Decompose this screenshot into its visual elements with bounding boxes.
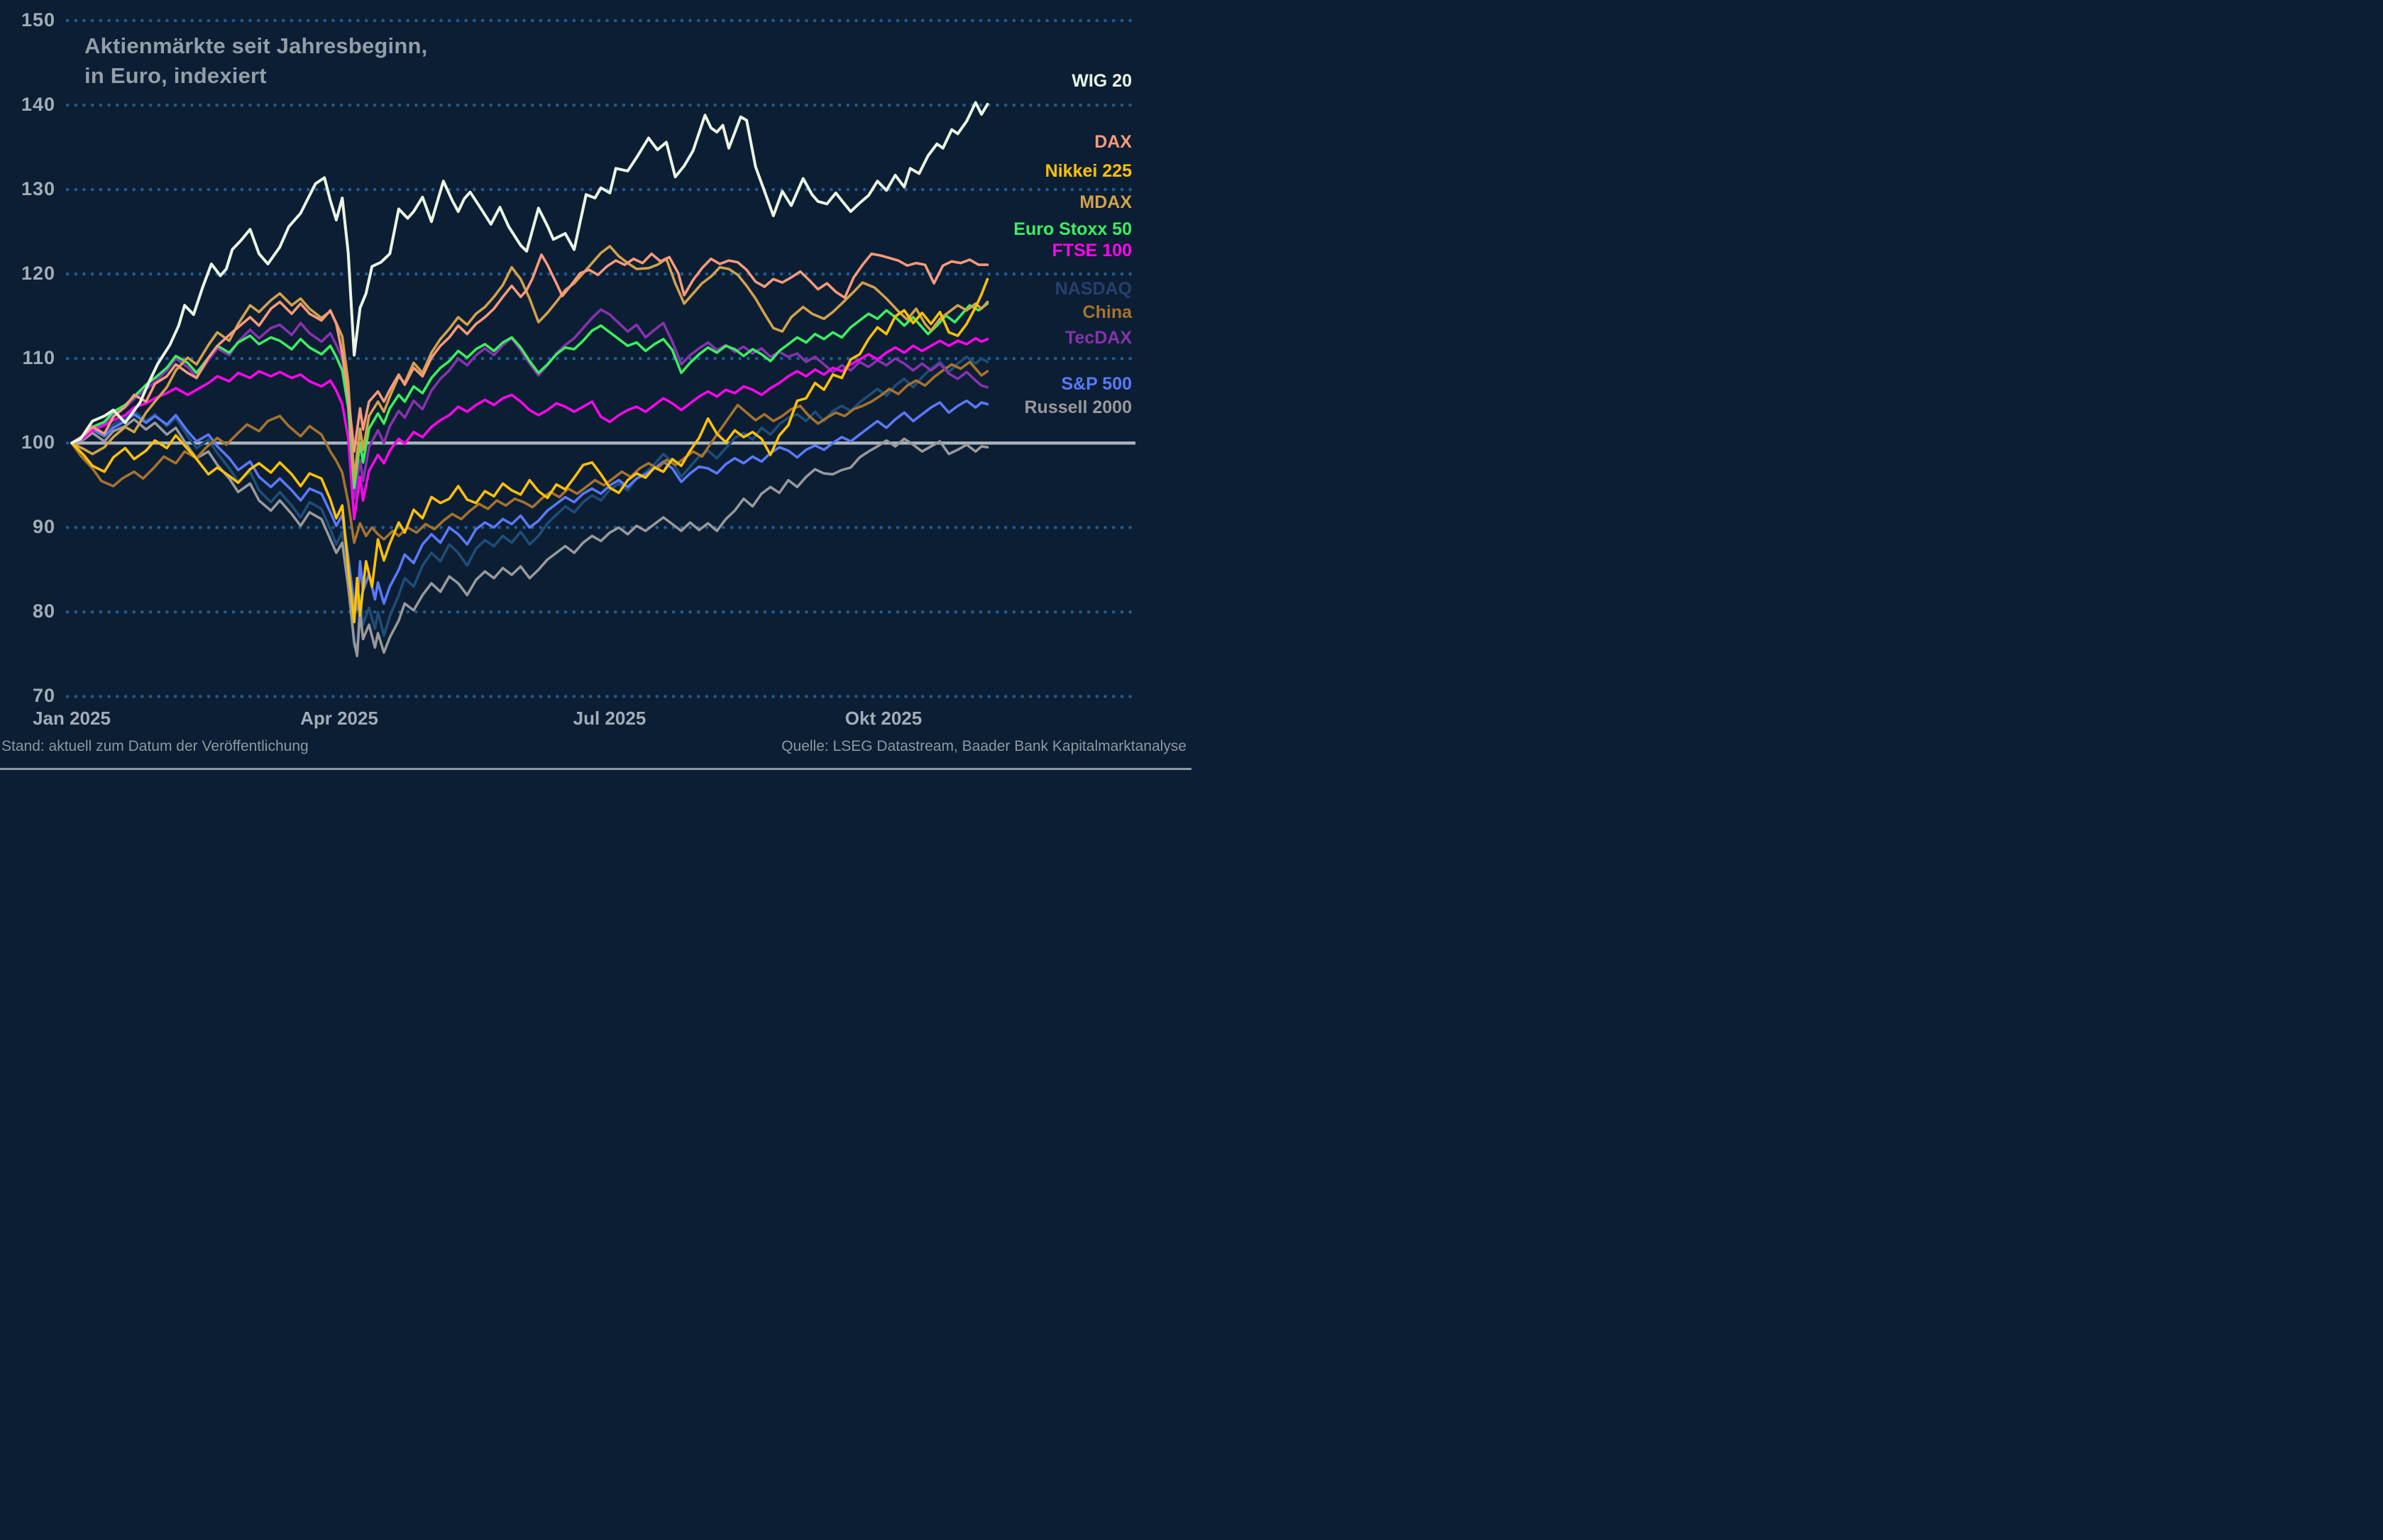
series-line-wig-20 (70, 101, 989, 445)
y-tick-label-120: 120 (21, 263, 55, 285)
series-line-mdax (70, 245, 989, 481)
legend-label-nikkei-225: Nikkei 225 (1045, 161, 1132, 181)
legend-label-wig-20: WIG 20 (1072, 71, 1132, 91)
series-line-nasdaq (70, 355, 989, 654)
y-tick-label-150: 150 (21, 9, 55, 31)
y-tick-label-70: 70 (32, 685, 55, 707)
series-line-s-p-500 (70, 399, 989, 611)
y-tick-label-140: 140 (21, 94, 55, 116)
legend-label-ftse-100: FTSE 100 (1052, 241, 1132, 260)
legend-label-mdax: MDAX (1079, 192, 1132, 212)
source-note: Quelle: LSEG Datastream, Baader Bank Kap… (781, 738, 1187, 754)
series-line-nikkei-225 (70, 277, 989, 624)
y-tick-label-80: 80 (32, 600, 55, 622)
chart-title: Aktienmärkte seit Jahresbeginn, in Euro,… (84, 31, 427, 91)
status-note: Stand: aktuell zum Datum der Veröffentli… (1, 738, 309, 754)
y-tick-label-130: 130 (21, 178, 55, 200)
legend-label-russell-2000: Russell 2000 (1024, 397, 1133, 417)
legend-label-s-p-500: S&P 500 (1061, 374, 1132, 394)
y-tick-label-110: 110 (22, 347, 55, 369)
x-tick-label-jul-2025: Jul 2025 (573, 708, 646, 729)
legend-label-euro-stoxx-50: Euro Stoxx 50 (1013, 219, 1132, 239)
chart-plot-area (65, 18, 1135, 698)
chart-page: { "header": { "title_line1": "Aktienmärk… (0, 0, 1192, 770)
series-line-euro-stoxx-50 (70, 302, 989, 490)
series-line-dax (70, 252, 989, 453)
series-line-china (70, 361, 989, 544)
series-line-russell-2000 (70, 418, 989, 658)
series-line-ftse-100 (70, 336, 989, 521)
legend-label-nasdaq: NASDAQ (1055, 279, 1132, 299)
x-tick-label-apr-2025: Apr 2025 (300, 708, 378, 729)
x-tick-label-jan-2025: Jan 2025 (33, 708, 111, 729)
y-tick-label-100: 100 (21, 431, 55, 453)
chart-title-line2: in Euro, indexiert (84, 63, 267, 88)
legend-label-china: China (1082, 302, 1132, 322)
bottom-divider (0, 768, 1192, 770)
series-line-tecdax (70, 308, 989, 500)
chart-title-line1: Aktienmärkte seit Jahresbeginn, (84, 33, 428, 58)
y-tick-label-90: 90 (32, 516, 55, 538)
x-tick-label-okt-2025: Okt 2025 (844, 708, 923, 729)
legend-label-tecdax: TecDAX (1064, 328, 1132, 348)
legend-label-dax: DAX (1094, 132, 1132, 152)
